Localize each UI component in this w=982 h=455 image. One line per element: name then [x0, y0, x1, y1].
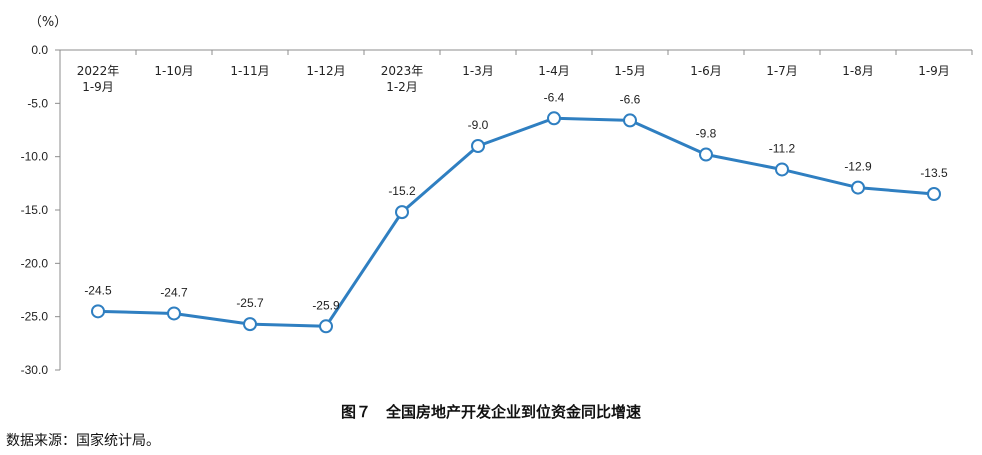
data-source-note: 数据来源：国家统计局。: [6, 433, 160, 449]
y-tick-label: -25.0: [21, 310, 49, 324]
data-label: -24.5: [84, 283, 112, 297]
data-point: [167, 306, 181, 321]
y-tick-label: 0.0: [31, 43, 48, 57]
series-line: [97, 116, 935, 328]
data-point: [319, 319, 333, 334]
y-tick-label: -20.0: [21, 256, 49, 270]
data-point: [623, 113, 637, 128]
data-point: [851, 180, 865, 195]
data-label: -25.7: [236, 296, 264, 310]
x-category-label: 1-3月: [462, 64, 494, 78]
y-tick-label: -30.0: [21, 363, 49, 377]
x-category-label: 1-5月: [614, 64, 646, 78]
data-label: -11.2: [769, 141, 796, 155]
data-label: -6.4: [544, 90, 565, 104]
data-label: -13.5: [920, 166, 948, 180]
y-axis-unit-label: （%）: [29, 15, 67, 30]
chart-area: （%） 0.0 -5.0 -10.0 -15.0 -20.0 -25.0 -30.0 2022年…: [21, 15, 973, 377]
line-chart: （%） 0.0 -5.0 -10.0 -15.0 -20.0 -25.0 -30.0 2022年…: [21, 15, 973, 377]
data-point: [471, 139, 485, 153]
data-point: [927, 187, 941, 201]
y-tick-label: -10.0: [21, 150, 49, 164]
x-category-label: 1-11月: [230, 64, 269, 78]
data-label: -6.6: [620, 92, 641, 106]
data-label: -24.7: [160, 285, 188, 299]
x-category-label: 1-12月: [306, 64, 345, 78]
data-point: [699, 147, 713, 162]
data-label: -25.9: [312, 298, 340, 312]
x-category-label: 1-4月: [538, 64, 570, 78]
data-point: [243, 317, 257, 332]
x-category-label: 1-9月: [918, 64, 950, 78]
x-category-label: 1-10月: [154, 64, 193, 78]
x-category-label: 1-8月: [842, 64, 874, 78]
data-label: -12.9: [844, 160, 872, 174]
data-point: [547, 111, 561, 126]
y-tick-label: -15.0: [21, 203, 49, 217]
x-category-label: 1-6月: [690, 64, 722, 78]
data-point: [91, 304, 105, 319]
x-category-label: 2023年 1-2月: [381, 64, 424, 94]
y-tick-label: -5.0: [27, 96, 48, 110]
chart-caption: 图７ 全国房地产开发企业到位资金同比增速: [340, 403, 641, 421]
data-label: -15.2: [388, 184, 416, 198]
data-label: -9.0: [468, 118, 489, 132]
x-category-label: 1-7月: [766, 64, 798, 78]
data-point: [775, 162, 789, 177]
x-category-label: 2022年 1-9月: [77, 64, 120, 94]
data-label: -9.8: [696, 127, 717, 141]
data-point: [395, 205, 409, 220]
